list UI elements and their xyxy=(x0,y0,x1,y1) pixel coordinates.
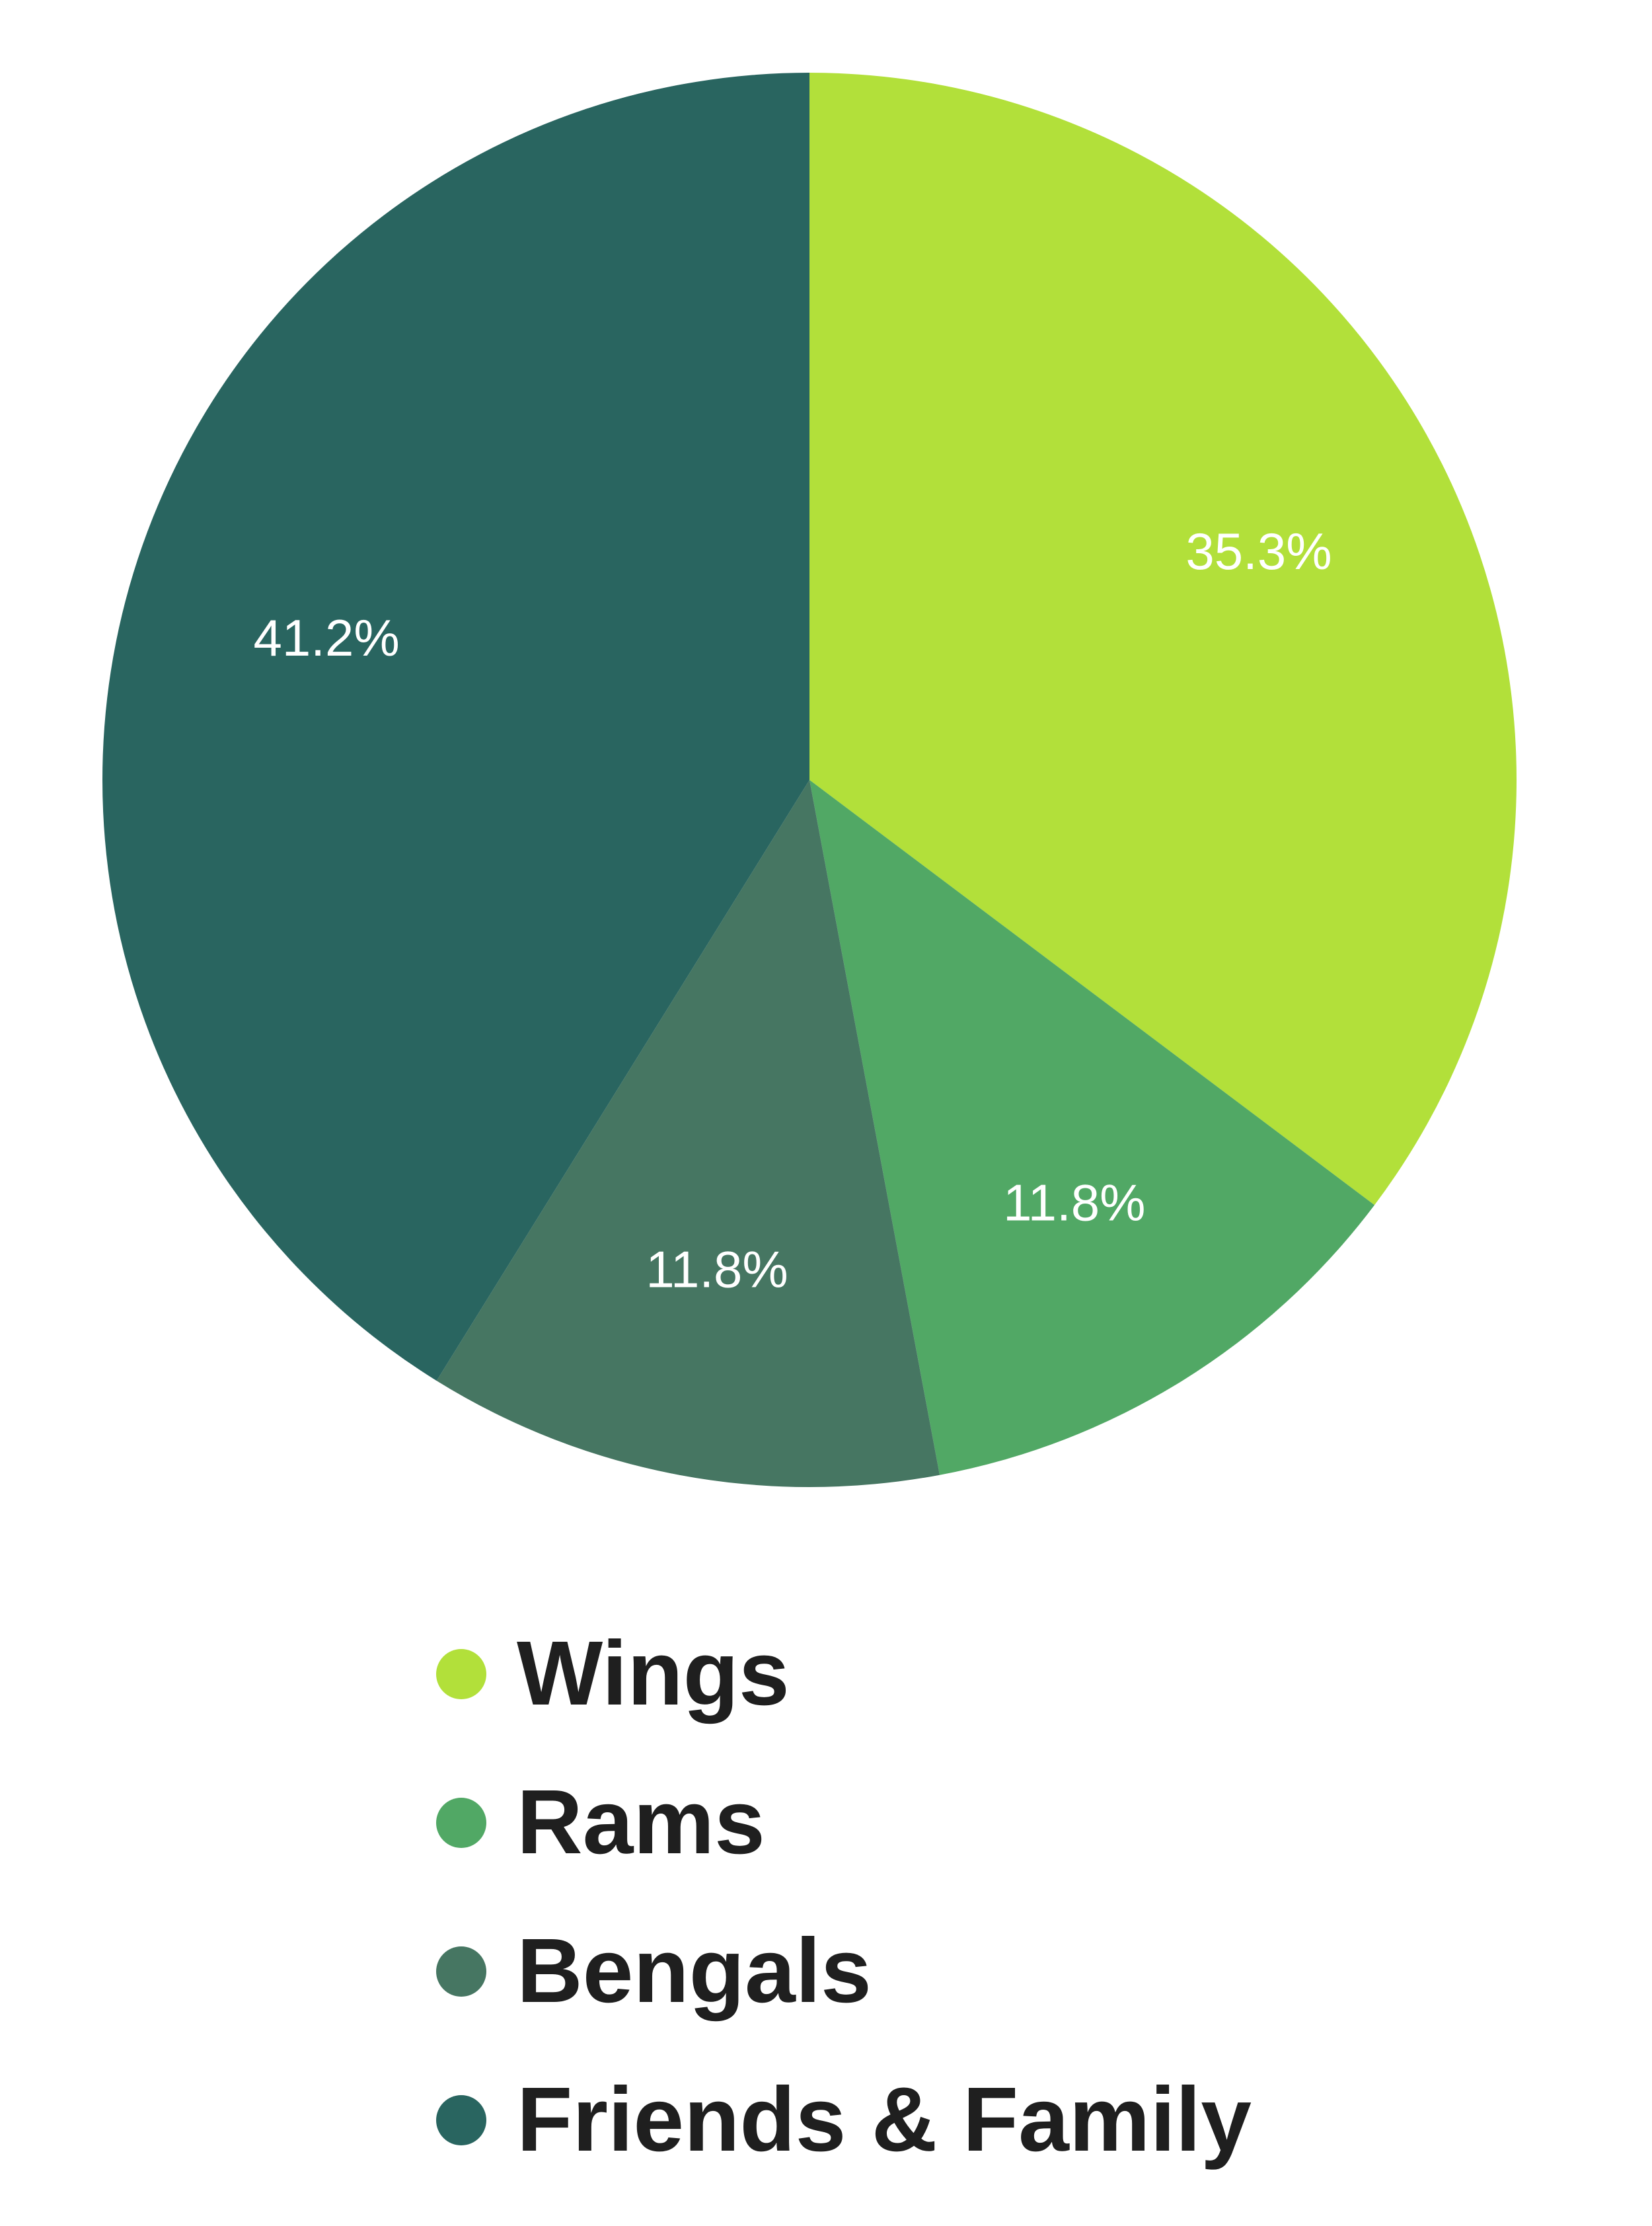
legend-item-wings: Wings xyxy=(436,1599,1626,1748)
pie-plot-area: 35.3% 11.8% 11.8% 41.2% xyxy=(102,73,1517,1487)
legend-swatch-bengals xyxy=(436,1946,486,1997)
slice-value-label-wings: 35.3% xyxy=(1185,522,1332,580)
legend-label-wings: Wings xyxy=(517,1623,790,1724)
pie-slice-wings xyxy=(809,73,1517,1206)
slice-value-label-friends-family: 41.2% xyxy=(254,609,400,667)
legend-label-bengals: Bengals xyxy=(517,1920,872,2022)
legend-label-friends-family: Friends & Family xyxy=(517,2069,1252,2170)
slice-value-label-rams: 11.8% xyxy=(1003,1173,1145,1231)
legend-swatch-rams xyxy=(436,1797,486,1848)
slice-value-label-bengals: 11.8% xyxy=(646,1241,788,1299)
legend: Wings Rams Bengals Friends & Family xyxy=(436,1599,1626,2194)
pie-slice-bengals xyxy=(436,780,940,1487)
legend-item-bengals: Bengals xyxy=(436,1897,1626,2046)
legend-item-rams: Rams xyxy=(436,1748,1626,1897)
legend-swatch-friends-family xyxy=(436,2094,486,2145)
legend-swatch-wings xyxy=(436,1648,486,1699)
legend-item-friends-family: Friends & Family xyxy=(436,2046,1626,2194)
legend-label-rams: Rams xyxy=(517,1771,765,1873)
pie-slice-friends-family xyxy=(102,73,810,1381)
pie-slice-rams xyxy=(809,780,1375,1475)
